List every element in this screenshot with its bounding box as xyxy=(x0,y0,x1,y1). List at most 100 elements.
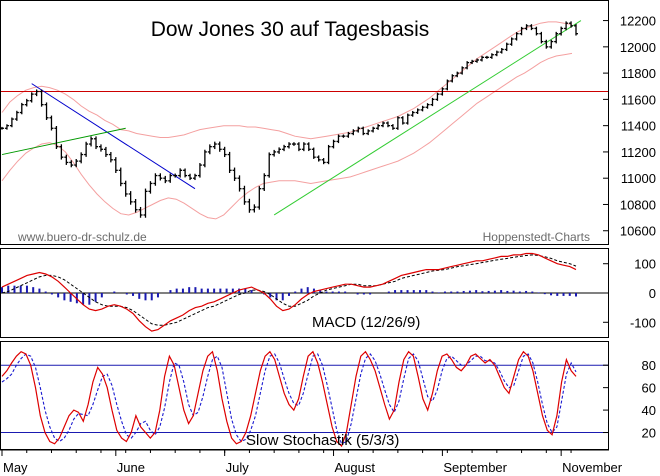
ohlc-bar xyxy=(217,141,222,152)
ohlc-bar xyxy=(494,50,499,57)
price-tick-label: 11000 xyxy=(621,171,656,186)
ohlc-bar xyxy=(455,71,460,78)
ohlc-bar xyxy=(430,97,435,107)
ohlc-bar xyxy=(188,173,193,181)
stochastic-tick-label: 60 xyxy=(642,381,656,396)
price-tick-label: 11600 xyxy=(621,92,656,107)
trendline-1 xyxy=(1,127,126,156)
ohlc-bar xyxy=(405,113,410,125)
ohlc-bar xyxy=(242,185,247,205)
macd-histogram xyxy=(1,285,577,305)
ohlc-bar xyxy=(385,121,390,128)
stochastic-y-axis: 80 60 40 20 xyxy=(603,358,656,441)
price-tick-label: 12000 xyxy=(620,40,656,55)
ohlc-bar xyxy=(356,126,361,133)
ohlc-bar xyxy=(113,157,118,173)
ohlc-bar xyxy=(311,147,316,159)
ohlc-bar xyxy=(9,117,14,128)
ohlc-bar xyxy=(351,129,356,136)
ohlc-bar xyxy=(559,26,564,36)
stochastic-tick-label: 40 xyxy=(642,403,656,418)
macd-tick-label: 100 xyxy=(634,257,656,272)
ohlc-bar xyxy=(29,92,34,103)
macd-signal-line xyxy=(1,254,577,326)
stochastic-tick-label: 20 xyxy=(642,426,656,441)
ohlc-bar xyxy=(183,168,188,178)
x-axis: May June July August September November xyxy=(0,449,623,475)
ohlc-bar xyxy=(306,142,311,152)
ohlc-bar xyxy=(222,146,227,158)
ohlc-bar xyxy=(128,191,133,205)
ohlc-bar xyxy=(94,136,99,150)
ohlc-bar xyxy=(519,26,524,36)
ohlc-bar xyxy=(316,155,321,162)
ohlc-bar xyxy=(178,168,183,178)
ohlc-bar xyxy=(524,24,529,31)
ohlc-bar xyxy=(84,141,89,157)
ohlc-bar xyxy=(361,126,366,136)
ohlc-bar xyxy=(143,188,148,218)
ohlc-bar xyxy=(415,108,420,114)
macd-label: MACD (12/26/9) xyxy=(312,314,420,331)
ohlc-bar xyxy=(4,124,9,130)
x-month-label: July xyxy=(226,460,250,475)
ohlc-bar xyxy=(376,124,381,130)
ohlc-bar xyxy=(435,92,440,101)
price-tick-label: 11800 xyxy=(621,66,656,81)
watermark-left: www.buero-dr-schulz.de xyxy=(17,230,147,244)
ohlc-bar xyxy=(400,116,405,125)
ohlc-bar xyxy=(450,74,455,83)
ohlc-bar xyxy=(267,152,272,178)
price-panel-frame xyxy=(0,0,609,245)
ohlc-bar xyxy=(301,142,306,152)
macd-tick-label: 0 xyxy=(649,286,656,301)
ohlc-bar xyxy=(257,186,262,210)
ohlc-bar xyxy=(440,87,445,96)
ohlc-bar xyxy=(331,139,336,149)
stochastic-label: Slow Stochastik (5/3/3) xyxy=(246,432,399,449)
stochastic-reference-lines xyxy=(1,364,608,434)
x-month-label: August xyxy=(335,460,376,475)
ohlc-bar xyxy=(44,102,49,120)
ohlc-bar xyxy=(0,126,4,130)
ohlc-bar xyxy=(366,129,371,136)
ohlc-bar xyxy=(69,160,74,168)
bollinger-lower-band xyxy=(1,52,573,220)
ohlc-bar xyxy=(49,115,54,131)
ohlc-bar xyxy=(237,175,242,192)
ohlc-bar xyxy=(390,124,395,130)
ohlc-bar xyxy=(381,121,386,128)
ohlc-bar xyxy=(54,125,59,149)
ohlc-bar xyxy=(326,144,331,165)
ohlc-bar xyxy=(247,198,252,213)
price-tick-label: 11200 xyxy=(621,145,656,160)
x-month-label: June xyxy=(117,460,145,475)
ohlc-bar xyxy=(346,131,351,138)
ohlc-bar xyxy=(479,55,484,62)
ohlc-bar xyxy=(465,61,470,70)
ohlc-bar xyxy=(554,31,559,44)
ohlc-bar xyxy=(197,163,202,178)
stochastic-d-line xyxy=(1,353,577,445)
ohlc-bar xyxy=(64,154,69,165)
ohlc-bar xyxy=(534,26,539,36)
ohlc-bar xyxy=(89,136,94,147)
stochastic-tick-label: 80 xyxy=(642,358,656,373)
ohlc-bar xyxy=(425,103,430,109)
ohlc-bar xyxy=(207,144,212,155)
macd-line xyxy=(1,252,577,332)
trendline-0 xyxy=(31,83,196,190)
trendline-2 xyxy=(273,20,582,216)
price-tick-label: 10600 xyxy=(620,224,656,239)
ohlc-bar xyxy=(232,167,237,181)
chart-title: Dow Jones 30 auf Tagesbasis xyxy=(151,18,430,41)
ohlc-bar xyxy=(539,31,544,44)
ohlc-bar xyxy=(192,173,197,181)
stochastic-k-line xyxy=(1,350,577,448)
ohlc-bar xyxy=(529,24,534,31)
ohlc-bar xyxy=(59,144,64,160)
watermark-right: Hoppenstedt-Charts xyxy=(483,230,590,244)
macd-lines xyxy=(1,252,577,332)
ohlc-bar xyxy=(489,53,494,59)
ohlc-bar xyxy=(445,79,450,91)
